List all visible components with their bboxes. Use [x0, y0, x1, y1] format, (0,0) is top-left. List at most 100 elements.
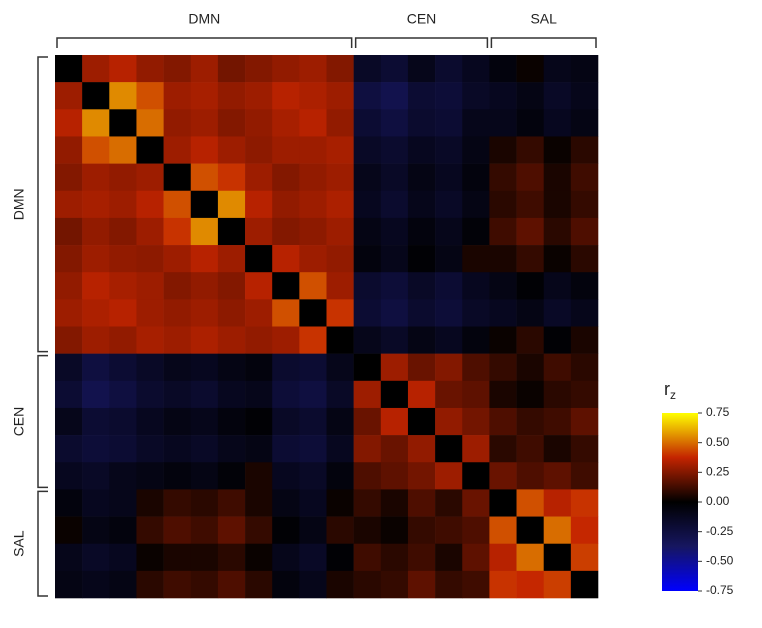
heatmap-cell: [217, 82, 246, 110]
heatmap-cell: [245, 109, 273, 137]
heatmap-cell: [217, 570, 246, 599]
heatmap-cell: [380, 272, 409, 300]
heatmap-cell: [326, 435, 354, 463]
heatmap-cell: [407, 462, 436, 490]
heatmap-cell: [245, 190, 273, 219]
heatmap-cell: [489, 543, 517, 572]
heatmap-cell: [190, 516, 219, 544]
heatmap-cell: [516, 299, 544, 327]
colorbar-title-main: r: [664, 379, 670, 399]
heatmap-cell: [543, 570, 572, 599]
heatmap-cell: [245, 245, 273, 273]
heatmap-cell: [462, 163, 490, 192]
heatmap-cell: [326, 462, 354, 490]
heatmap-cell: [82, 272, 110, 300]
heatmap-cell: [407, 489, 436, 517]
heatmap-cell: [82, 570, 110, 599]
colorbar: [662, 413, 698, 591]
heatmap-cell: [55, 435, 83, 463]
heatmap-cell: [55, 163, 83, 192]
heatmap-cell: [299, 380, 327, 409]
colorbar-tick-label: 0.50: [706, 435, 730, 449]
heatmap-cell: [55, 299, 83, 327]
heatmap-cell: [272, 55, 300, 83]
heatmap-cell: [299, 326, 327, 354]
heatmap-cell: [353, 245, 382, 273]
heatmap-cell: [109, 163, 137, 192]
heatmap-cell: [163, 272, 192, 300]
left-bracket: [37, 354, 48, 489]
heatmap-cell: [272, 299, 300, 327]
heatmap-cell: [245, 299, 273, 327]
heatmap-cell: [190, 163, 219, 192]
colorbar-tick-label: -0.50: [706, 554, 734, 568]
heatmap-cell: [82, 489, 110, 517]
heatmap-cell: [435, 245, 463, 273]
heatmap-cell: [55, 272, 83, 300]
heatmap-cell: [516, 272, 544, 300]
heatmap-cell: [272, 136, 300, 164]
heatmap-cell: [353, 272, 382, 300]
heatmap-cell: [136, 217, 164, 246]
heatmap-cell: [217, 136, 246, 164]
heatmap-cell: [190, 217, 219, 246]
heatmap-cell: [136, 272, 164, 300]
heatmap-cell: [435, 462, 463, 490]
heatmap-cell: [163, 380, 192, 409]
heatmap-cell: [163, 109, 192, 137]
heatmap-cell: [489, 245, 517, 273]
heatmap-cell: [570, 190, 599, 219]
heatmap-cell: [55, 82, 83, 110]
heatmap-cell: [136, 163, 164, 192]
heatmap-cell: [272, 570, 300, 599]
heatmap-cell: [163, 570, 192, 599]
heatmap-cell: [299, 272, 327, 300]
heatmap-cell: [380, 435, 409, 463]
heatmap-cell: [435, 570, 463, 599]
heatmap-cell: [299, 163, 327, 192]
heatmap-cell: [272, 353, 300, 382]
heatmap-cell: [380, 109, 409, 137]
colorbar-tick-label: -0.75: [706, 583, 734, 597]
heatmap-cell: [543, 516, 572, 544]
heatmap-cell: [245, 217, 273, 246]
heatmap-cell: [516, 326, 544, 354]
heatmap-cell: [435, 163, 463, 192]
heatmap-cell: [462, 55, 490, 83]
heatmap-cell: [489, 109, 517, 137]
heatmap-cell: [299, 435, 327, 463]
heatmap-cell: [407, 570, 436, 599]
heatmap-cell: [82, 516, 110, 544]
heatmap-cell: [435, 109, 463, 137]
heatmap-cell: [245, 462, 273, 490]
heatmap-cell: [543, 163, 572, 192]
heatmap-cell: [190, 190, 219, 219]
heatmap-cell: [136, 82, 164, 110]
heatmap-cell: [570, 217, 599, 246]
heatmap-cell: [217, 326, 246, 354]
heatmap-cell: [136, 543, 164, 572]
heatmap-cell: [462, 380, 490, 409]
heatmap-cell: [245, 163, 273, 192]
heatmap-cell: [109, 516, 137, 544]
heatmap-cell: [489, 435, 517, 463]
heatmap-cell: [407, 516, 436, 544]
heatmap-cell: [353, 353, 382, 382]
heatmap-cell: [272, 435, 300, 463]
heatmap-cell: [489, 516, 517, 544]
heatmap-cell: [109, 55, 137, 83]
group-label-top: DMN: [188, 11, 220, 27]
heatmap-cell: [462, 489, 490, 517]
heatmap-cell: [163, 136, 192, 164]
heatmap-cell: [326, 326, 354, 354]
heatmap-cell: [380, 326, 409, 354]
heatmap-cell: [489, 353, 517, 382]
heatmap-cell: [489, 190, 517, 219]
heatmap-cell: [82, 163, 110, 192]
heatmap-cell: [82, 543, 110, 572]
heatmap-cell: [136, 245, 164, 273]
heatmap-cell: [353, 82, 382, 110]
heatmap-cell: [136, 109, 164, 137]
heatmap-cell: [190, 570, 219, 599]
heatmap-cell: [516, 407, 544, 436]
